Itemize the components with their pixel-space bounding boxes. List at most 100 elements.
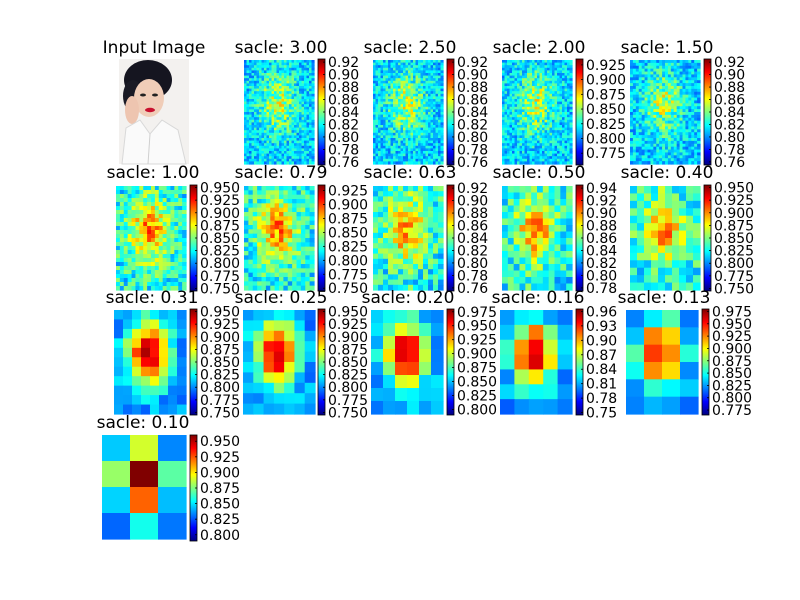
heatmap-cell <box>244 229 249 235</box>
heatmap-cell <box>286 127 290 131</box>
colorbar-tick-label: 0.82 <box>328 117 359 133</box>
heatmap-cell <box>697 140 701 145</box>
heatmap-cell <box>388 99 392 103</box>
heatmap-cell <box>697 143 701 148</box>
heatmap-cell <box>557 75 561 79</box>
heatmap-cell <box>291 62 295 66</box>
heatmap-cell <box>271 161 275 165</box>
heatmap-cell <box>542 78 546 82</box>
heatmap-cell <box>667 155 672 159</box>
heatmap-cell <box>425 151 429 155</box>
heatmap-cell <box>281 96 285 100</box>
heatmap-cell <box>119 266 125 271</box>
heatmap-cell <box>405 104 409 108</box>
heatmap-cell <box>569 112 573 116</box>
heatmap-cell <box>269 78 273 82</box>
heatmap-cell <box>519 109 523 113</box>
heatmap-cell <box>667 138 672 142</box>
heatmap-cell <box>438 106 442 110</box>
heatmap-cell <box>131 206 137 211</box>
heatmap-cell <box>408 161 412 165</box>
heatmap-cell <box>667 117 672 122</box>
heatmap-cell <box>405 65 409 69</box>
heatmap-cell <box>630 83 634 87</box>
heatmap-cell <box>440 109 444 113</box>
heatmap-cell <box>311 114 315 118</box>
heatmap-cell <box>641 77 646 81</box>
heatmap-cell <box>662 126 666 130</box>
heatmap-cell <box>378 138 382 142</box>
heatmap-cell <box>400 151 404 155</box>
heatmap-cell <box>557 161 561 165</box>
heatmap-cell <box>635 91 640 96</box>
heatmap-cell <box>569 106 573 110</box>
heatmap-cell <box>562 106 566 110</box>
heatmap-cell <box>147 198 152 203</box>
heatmap-cell <box>514 93 518 97</box>
heatmap-cell <box>647 91 652 96</box>
heatmap-cell <box>116 262 121 267</box>
heatmap-cell <box>659 86 663 90</box>
heatmap-cell <box>244 151 248 155</box>
heatmap-cell <box>532 62 536 66</box>
heatmap-cell <box>271 65 275 69</box>
heatmap-cell <box>309 91 313 95</box>
heatmap-cell <box>569 96 573 100</box>
heatmap-cell <box>383 104 387 108</box>
heatmap-cell <box>433 117 437 121</box>
heatmap-cell <box>647 132 652 136</box>
heatmap-cell <box>647 94 652 99</box>
heatmap-cell <box>682 117 687 122</box>
heatmap-cell <box>299 88 303 92</box>
heatmap-cell <box>170 218 175 223</box>
heatmap-cell <box>567 125 571 129</box>
heatmap-cell <box>670 68 675 73</box>
heatmap-cell <box>694 60 698 64</box>
heatmap-cell <box>632 140 637 145</box>
heatmap-cell <box>244 99 248 103</box>
heatmap-cell <box>276 83 280 87</box>
heatmap-cell <box>423 140 427 144</box>
heatmap-cell <box>676 146 681 151</box>
heatmap-cell <box>559 99 563 103</box>
heatmap-cell <box>306 91 310 95</box>
heatmap-cells <box>502 60 573 165</box>
colorbar-tick-label: 0.78 <box>328 142 359 158</box>
heatmap-cell <box>400 125 404 129</box>
heatmap-cell <box>284 135 288 139</box>
heatmap-cell <box>697 94 701 99</box>
heatmap-cell <box>378 151 382 155</box>
heatmap-cell <box>670 88 675 93</box>
heatmap-cell <box>311 145 315 149</box>
heatmap-cell <box>291 86 295 90</box>
heatmap-cell <box>547 88 551 92</box>
heatmap-cell <box>554 109 558 113</box>
heatmap-cell <box>383 148 387 152</box>
heatmap-cell <box>567 80 571 84</box>
heatmap-cell <box>542 145 546 149</box>
colorbar-tick-label: 0.750 <box>200 281 240 297</box>
heatmap-cell <box>373 96 377 100</box>
heatmap-cell <box>537 125 541 129</box>
heatmap-cell <box>509 62 513 66</box>
heatmap-cell <box>415 151 419 155</box>
heatmap-cell <box>276 130 280 134</box>
heatmap-cell <box>509 138 513 142</box>
heatmap-cell <box>274 145 278 149</box>
heatmap-cell <box>373 83 377 87</box>
heatmap-cell <box>682 71 687 76</box>
heatmap-cell <box>519 161 523 165</box>
heatmap-cell <box>279 127 283 131</box>
heatmap-cell <box>244 80 248 84</box>
heatmap-cell <box>557 135 561 139</box>
heatmap-cell <box>289 122 293 126</box>
heatmap-cell <box>549 156 553 160</box>
heatmap-cell <box>514 86 518 90</box>
heatmap-cell <box>296 194 302 200</box>
heatmap-cell <box>537 138 541 142</box>
heatmap-cell <box>296 62 300 66</box>
heatmap-cell <box>514 80 518 84</box>
heatmap-cell <box>244 106 248 110</box>
heatmap-cell <box>287 212 293 217</box>
heatmap-cell <box>667 161 672 165</box>
